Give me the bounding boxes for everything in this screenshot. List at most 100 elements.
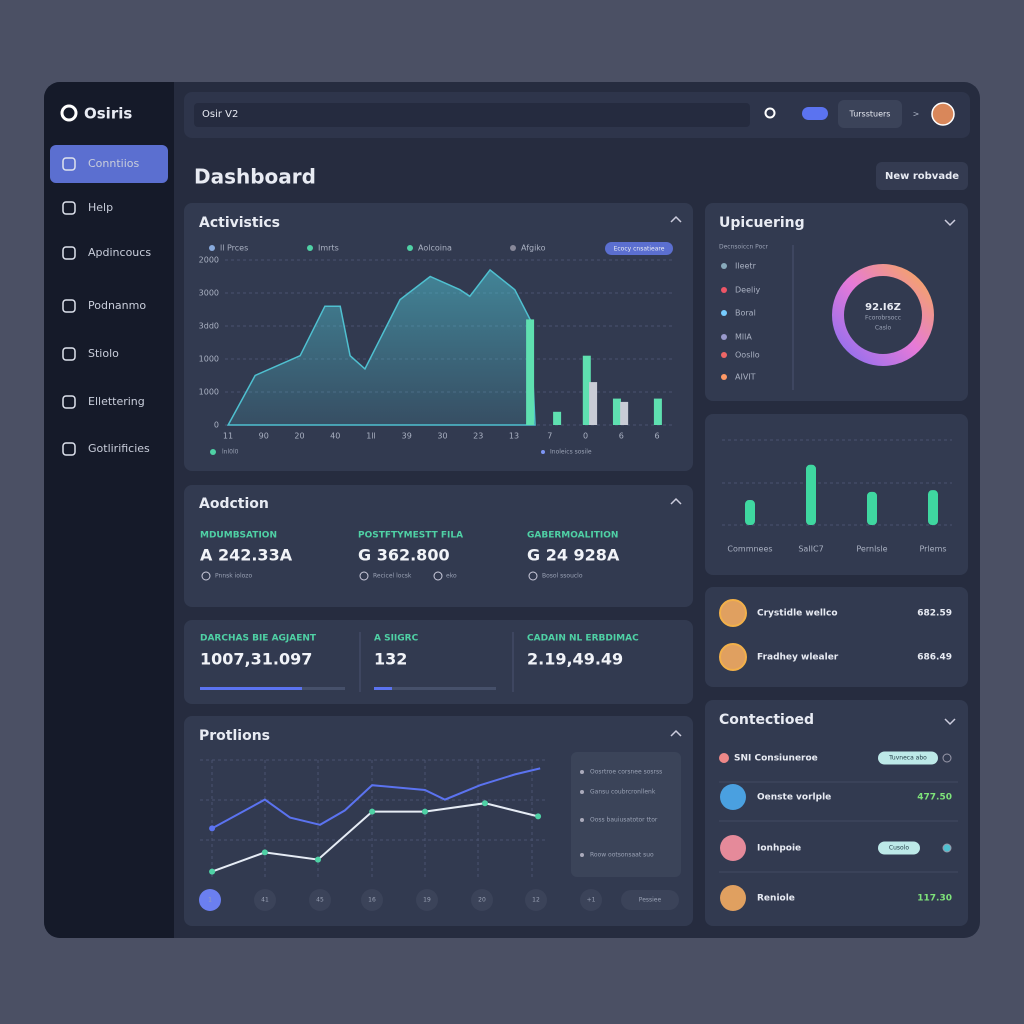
page-label[interactable]: 16 [368, 897, 376, 904]
row-pill-text: Tuvneca abo [888, 755, 927, 762]
nav-item[interactable]: Stiolo [88, 347, 119, 360]
collapse[interactable] [670, 729, 682, 737]
users-card [705, 587, 968, 687]
stat-value: 1007,31.097 [200, 650, 312, 669]
page-label[interactable]: 1 [208, 897, 212, 904]
page[interactable] [254, 889, 276, 911]
stat-sub: Bosol ssouclo [542, 573, 583, 580]
page-label[interactable]: +1 [587, 897, 596, 904]
legend-item: Imrts [318, 244, 339, 253]
bar [928, 490, 938, 525]
nav-item[interactable]: Gotlirificies [88, 442, 150, 455]
bar [867, 491, 877, 525]
nav-item[interactable]: Conntiios [88, 157, 140, 170]
x-label: 40 [330, 432, 340, 441]
row-name: Ionhpoie [757, 844, 801, 854]
stat-sub: Pnnsk iolozo [215, 573, 252, 580]
y-label: 2000 [199, 256, 219, 265]
donut-text: Caslo [875, 325, 892, 332]
row-name: Reniole [757, 894, 795, 904]
collapse[interactable] [670, 497, 682, 505]
page[interactable] [361, 889, 383, 911]
row-action[interactable] [942, 753, 952, 763]
chevron[interactable]: > [913, 110, 920, 119]
search-icon[interactable] [764, 107, 776, 119]
new-button[interactable] [876, 162, 968, 190]
stat-icon [359, 571, 369, 581]
page[interactable] [580, 889, 602, 911]
nav-icon[interactable] [62, 299, 76, 313]
legend-dot [510, 245, 516, 251]
pill-text: Ecocy cnsatieare [614, 246, 665, 253]
page[interactable] [525, 889, 547, 911]
bar [653, 398, 662, 425]
x-label: 20 [294, 432, 304, 441]
stat-label: A SIIGRC [374, 634, 419, 644]
top-button[interactable] [838, 100, 902, 128]
legend-item: Boral [735, 309, 756, 318]
page-title: Dashboard [194, 165, 316, 189]
row-pill[interactable] [878, 751, 938, 765]
page-label[interactable]: 20 [478, 897, 486, 904]
toggle[interactable] [802, 107, 828, 120]
nav-icon[interactable] [62, 201, 76, 215]
row-action[interactable] [942, 843, 952, 853]
page-label[interactable]: 12 [532, 897, 540, 904]
bar [612, 398, 621, 425]
collapse[interactable] [944, 718, 956, 726]
progress-track [374, 687, 496, 690]
nav-item[interactable]: Podnanmo [88, 299, 146, 312]
pill[interactable] [605, 242, 673, 255]
nav-item[interactable]: Apdincoucs [88, 246, 151, 259]
tooltip-icon [580, 790, 584, 794]
stat-icon [433, 571, 443, 581]
nav-icon[interactable] [62, 395, 76, 409]
legend-icon [721, 374, 727, 380]
logo [60, 104, 78, 122]
legend-icon [721, 352, 727, 358]
stat-label: DARCHAS BIE AGJAENT [200, 634, 317, 644]
tooltip-line: Gansu coubrcronllenk [590, 789, 656, 796]
page[interactable] [309, 889, 331, 911]
legend-icon [721, 263, 727, 269]
page[interactable] [471, 889, 493, 911]
user-name: Fradhey wlealer [757, 653, 839, 663]
stat-value: G 24 928A [527, 546, 620, 565]
nav-icon[interactable] [62, 157, 76, 171]
new-button-text: New robvade [885, 171, 959, 182]
collapse[interactable] [944, 219, 956, 227]
x-label: 6 [619, 432, 624, 441]
collapse[interactable] [670, 215, 682, 223]
point [209, 825, 216, 832]
row-pill[interactable] [878, 841, 920, 855]
point [369, 808, 376, 815]
point [481, 800, 488, 807]
page-button[interactable] [621, 890, 679, 910]
y-label: 1000 [199, 388, 219, 397]
point [535, 813, 542, 820]
search[interactable] [194, 103, 750, 127]
avatar[interactable] [931, 102, 955, 126]
nav-active[interactable] [50, 145, 168, 183]
legend-icon [721, 287, 727, 293]
donut-value: 92.I6Z [865, 302, 901, 313]
page-label[interactable]: 19 [423, 897, 431, 904]
brand: Osiris [84, 105, 132, 123]
page-label[interactable]: 45 [316, 897, 324, 904]
nav-icon[interactable] [62, 442, 76, 456]
protlions-card [184, 716, 693, 926]
row-name: Oenste vorlple [757, 793, 831, 803]
page[interactable] [416, 889, 438, 911]
bar [582, 355, 591, 425]
page[interactable] [199, 889, 221, 911]
nav-item[interactable]: Help [88, 201, 113, 214]
tooltip-icon [580, 818, 584, 822]
legend-item: Oosllo [735, 351, 760, 360]
tooltip-line: Oosrtroe corsnee sosrss [590, 769, 662, 776]
nav-icon[interactable] [62, 347, 76, 361]
page-label[interactable]: 41 [261, 897, 269, 904]
nav-item[interactable]: Ellettering [88, 395, 145, 408]
legend-dot [209, 245, 215, 251]
row-pill-text: Cusolo [889, 845, 909, 852]
nav-icon[interactable] [62, 246, 76, 260]
